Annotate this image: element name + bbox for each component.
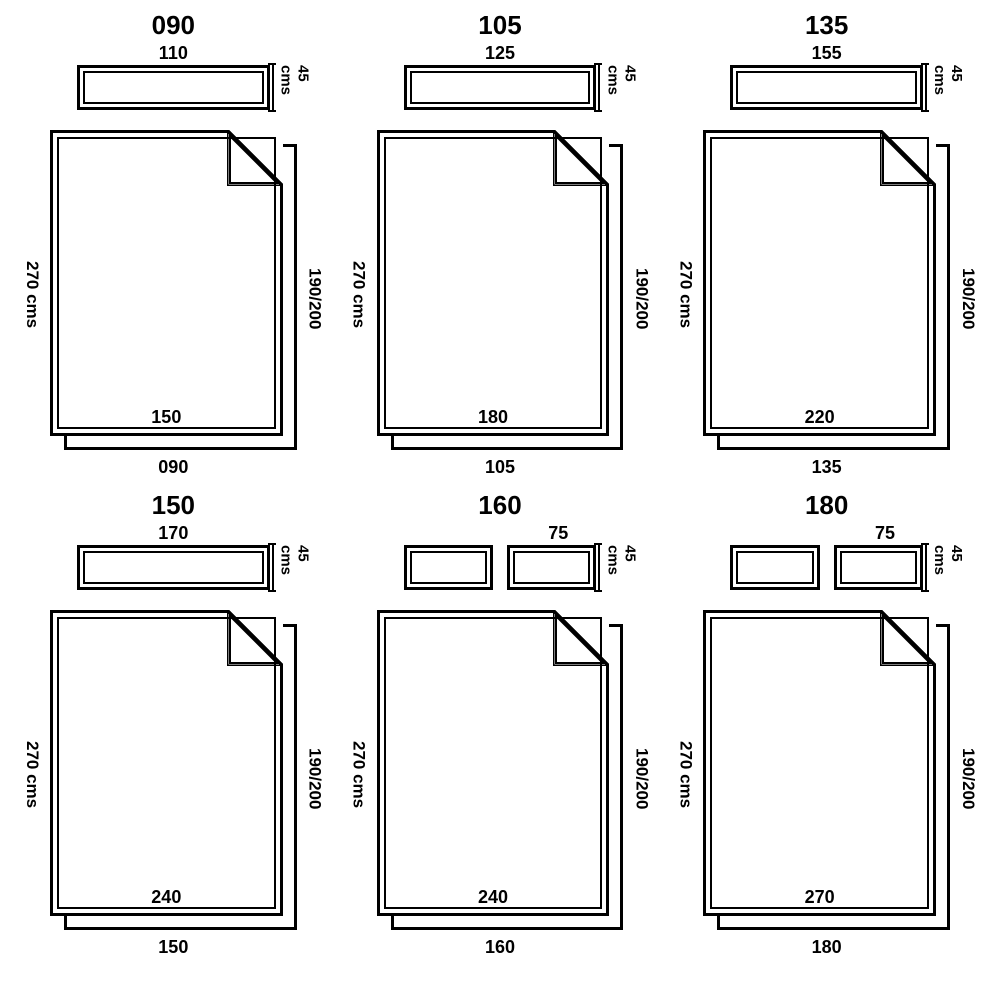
sheet-front <box>703 610 936 916</box>
pillow-width-label: 75 <box>718 523 935 544</box>
size-title: 160 <box>337 490 664 521</box>
fold-corner-icon <box>227 130 283 186</box>
sheet-bottom-label: 160 <box>377 937 624 958</box>
sheet-front <box>50 130 283 436</box>
sheet-inner-width-label: 240 <box>50 887 283 908</box>
size-cell: 1807545 cms270 cms190/200270180 <box>663 490 990 970</box>
size-title: 090 <box>10 10 337 41</box>
sheet-bottom-label: 135 <box>703 457 950 478</box>
size-cell: 1607545 cms270 cms190/200240160 <box>337 490 664 970</box>
pillow-height-label: 45 cms <box>931 65 965 110</box>
size-title: 105 <box>337 10 664 41</box>
pillow-width-label: 155 <box>718 43 935 64</box>
fold-corner-icon <box>553 130 609 186</box>
sheet-block: 270 cms190/200270180 <box>703 610 950 930</box>
sheet-inner-width-label: 180 <box>377 407 610 428</box>
pillow-block: 12545 cms <box>392 65 609 125</box>
sheet-bottom-label: 105 <box>377 457 624 478</box>
sheet-right-dim: 190/200 <box>305 628 325 930</box>
pillow-single <box>404 65 597 110</box>
fold-corner-icon <box>553 610 609 666</box>
pillow-height-dim: 45 cms <box>268 65 312 110</box>
sheet-left-dim: 270 cms <box>22 140 42 450</box>
sheet-right-dim: 190/200 <box>631 628 651 930</box>
pillow-block: 7545 cms <box>718 545 935 605</box>
pillow-single <box>77 545 270 590</box>
sheet-inner-width-label: 240 <box>377 887 610 908</box>
pillow-height-label: 45 cms <box>278 545 312 590</box>
sheet-inner-width-label: 270 <box>703 887 936 908</box>
size-cell: 09011045 cms270 cms190/200150090 <box>10 10 337 490</box>
sheet-front <box>377 130 610 436</box>
sheet-bottom-label: 090 <box>50 457 297 478</box>
pillow-single <box>730 65 923 110</box>
sheet-block: 270 cms190/200240160 <box>377 610 624 930</box>
fold-corner-icon <box>880 610 936 666</box>
sheet-right-dim: 190/200 <box>958 148 978 450</box>
size-cell: 15017045 cms270 cms190/200240150 <box>10 490 337 970</box>
pillow-height-dim: 45 cms <box>594 545 638 590</box>
sheet-left-dim: 270 cms <box>349 140 369 450</box>
size-cell: 10512545 cms270 cms190/200180105 <box>337 10 664 490</box>
pillow-height-dim: 45 cms <box>594 65 638 110</box>
pillow-pair <box>404 545 597 590</box>
pillow-height-label: 45 cms <box>931 545 965 590</box>
sheet-inner-width-label: 220 <box>703 407 936 428</box>
pillow-height-label: 45 cms <box>604 545 638 590</box>
pillow-height-dim: 45 cms <box>268 545 312 590</box>
sheet-block: 270 cms190/200150090 <box>50 130 297 450</box>
sheet-front <box>377 610 610 916</box>
size-cell: 13515545 cms270 cms190/200220135 <box>663 10 990 490</box>
pillow-pair <box>730 545 923 590</box>
sheet-left-dim: 270 cms <box>349 620 369 930</box>
pillow-width-label: 170 <box>65 523 282 544</box>
sheet-right-dim: 190/200 <box>631 148 651 450</box>
pillow-block: 17045 cms <box>65 545 282 605</box>
sheet-front <box>50 610 283 916</box>
sheet-block: 270 cms190/200240150 <box>50 610 297 930</box>
sheet-inner-width-label: 150 <box>50 407 283 428</box>
fold-corner-icon <box>880 130 936 186</box>
pillow-single <box>77 65 270 110</box>
sheet-block: 270 cms190/200180105 <box>377 130 624 450</box>
pillow-height-label: 45 cms <box>278 65 312 110</box>
sheet-left-dim: 270 cms <box>675 620 695 930</box>
sheet-left-dim: 270 cms <box>675 140 695 450</box>
pillow-block: 7545 cms <box>392 545 609 605</box>
sheet-bottom-label: 150 <box>50 937 297 958</box>
pillow-block: 11045 cms <box>65 65 282 125</box>
pillow-width-label: 75 <box>392 523 609 544</box>
sheet-bottom-label: 180 <box>703 937 950 958</box>
size-title: 180 <box>663 490 990 521</box>
sheet-right-dim: 190/200 <box>958 628 978 930</box>
sheet-front <box>703 130 936 436</box>
fold-corner-icon <box>227 610 283 666</box>
pillow-block: 15545 cms <box>718 65 935 125</box>
pillow-width-label: 110 <box>65 43 282 64</box>
pillow-height-label: 45 cms <box>604 65 638 110</box>
pillow-width-label: 125 <box>392 43 609 64</box>
size-title: 150 <box>10 490 337 521</box>
size-title: 135 <box>663 10 990 41</box>
sheet-right-dim: 190/200 <box>305 148 325 450</box>
pillow-height-dim: 45 cms <box>921 65 965 110</box>
pillow-height-dim: 45 cms <box>921 545 965 590</box>
sheet-block: 270 cms190/200220135 <box>703 130 950 450</box>
sheet-left-dim: 270 cms <box>22 620 42 930</box>
